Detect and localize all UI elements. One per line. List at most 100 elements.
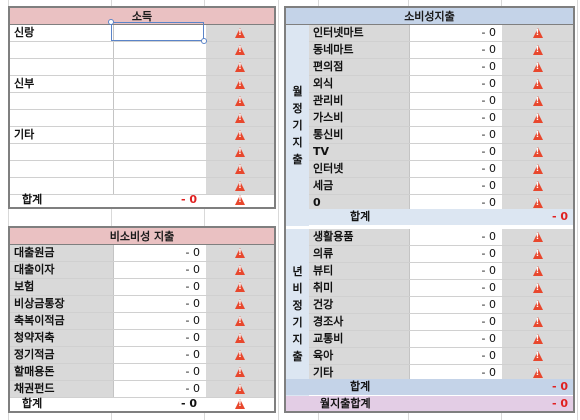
income-row [10,93,274,110]
yearly-irregular-warning-cell [502,314,573,330]
monthly-fixed-rows: 인터넷마트- 0동네마트- 0편의점- 0외식- 0관리비- 0가스비- 0통신… [309,25,573,212]
warning-icon [532,113,543,123]
yearly-irregular-value-cell[interactable]: - 0 [481,298,496,311]
income-label [10,144,113,160]
income-total-value[interactable]: - 0 [180,193,197,206]
monthly-fixed-value-cell[interactable]: - 0 [481,94,496,107]
cell-divider [113,313,114,329]
nonconsumption-warning-cell [206,279,274,295]
nonconsumption-value-cell[interactable]: - 0 [185,348,200,361]
monthly-fixed-value-cell[interactable]: - 0 [481,26,496,39]
cell-divider [113,93,114,109]
nonconsumption-value-cell[interactable]: - 0 [185,314,200,327]
monthly-fixed-label: 동네마트 [309,42,409,58]
monthly-fixed-row: 통신비 - 0 [309,127,573,144]
nonconsumption-value-cell[interactable]: - 0 [185,365,200,378]
income-row: 신부 [10,76,274,93]
cell-divider [409,144,410,160]
nonconsumption-value-cell[interactable]: - 0 [185,246,200,259]
yearly-irregular-value-cell[interactable]: - 0 [481,230,496,243]
nonconsumption-warning-cell [206,347,274,363]
side-char: 기 [292,316,303,329]
selected-cell[interactable] [111,22,204,41]
income-value-cell[interactable] [113,127,206,143]
monthly-fixed-total-row: 합계 - 0 [286,209,573,225]
yearly-irregular-row: 경조사 - 0 [309,314,573,331]
monthly-fixed-value-cell[interactable]: - 0 [481,179,496,192]
monthly-fixed-warning-cell [502,42,573,58]
yearly-irregular-value-cell[interactable]: - 0 [481,264,496,277]
monthly-fixed-value-cell[interactable]: - 0 [481,60,496,73]
monthly-fixed-value-cell[interactable]: - 0 [481,111,496,124]
warning-icon [235,28,245,38]
nonconsumption-value-cell[interactable]: - 0 [185,263,200,276]
warning-icon [235,79,245,89]
monthly-fixed-total-value[interactable]: - 0 [551,210,568,223]
yearly-irregular-value-cell[interactable]: - 0 [481,281,496,294]
nonconsumption-label: 축복이적금 [10,313,113,329]
income-value-cell[interactable] [113,59,206,75]
selection-handle[interactable] [201,38,207,44]
monthly-fixed-value-cell[interactable]: - 0 [481,43,496,56]
income-value-cell[interactable] [113,144,206,160]
income-value-cell[interactable] [113,93,206,109]
income-label [10,110,113,126]
cell-divider [113,279,114,295]
monthly-fixed-value-cell[interactable]: - 0 [481,145,496,158]
nonconsumption-label: 청약저축 [10,330,113,346]
monthly-fixed-value-cell[interactable]: - 0 [481,77,496,90]
cell-divider [409,93,410,109]
nonconsumption-value-cell[interactable]: - 0 [185,382,200,395]
nonconsumption-row: 채권펀드 - 0 [10,381,274,398]
yearly-irregular-value-cell[interactable]: - 0 [481,315,496,328]
yearly-irregular-warning-cell [502,280,573,296]
warning-icon [532,164,543,174]
nonconsumption-value-cell[interactable]: - 0 [185,280,200,293]
warning-icon [235,316,245,326]
yearly-irregular-warning-cell [502,246,573,262]
income-row: 기타 [10,127,274,144]
yearly-irregular-total-value[interactable]: - 0 [551,380,568,393]
nonconsumption-warning-cell [206,313,274,329]
monthly-fixed-row: 편의점 - 0 [309,59,573,76]
monthly-fixed-label: 인터넷 [309,161,409,177]
monthly-fixed-warning-cell [502,93,573,109]
warning-icon [235,164,245,174]
nonconsumption-warning-cell [206,364,274,380]
monthly-fixed-value-cell[interactable]: - 0 [481,162,496,175]
income-value-cell[interactable] [113,110,206,126]
side-char: 지 [292,333,303,346]
warning-icon [532,283,543,293]
cell-divider [113,59,114,75]
cell-divider [113,25,114,41]
warning-icon [235,350,245,360]
income-value-cell[interactable] [113,76,206,92]
nonconsumption-total-value[interactable]: - 0 [180,397,197,410]
nonconsumption-label: 할매용돈 [10,364,113,380]
yearly-irregular-value-cell[interactable]: - 0 [481,366,496,379]
yearly-irregular-value-cell[interactable]: - 0 [481,332,496,345]
warning-icon [235,399,245,409]
monthly-fixed-warning-cell [502,161,573,177]
monthly-fixed-label: 통신비 [309,127,409,143]
monthly-fixed-value-cell[interactable]: - 0 [481,128,496,141]
selection-handle[interactable] [108,19,114,25]
warning-icon [532,266,543,276]
income-value-cell[interactable] [113,42,206,58]
yearly-irregular-value-cell[interactable]: - 0 [481,349,496,362]
yearly-irregular-value-cell[interactable]: - 0 [481,247,496,260]
monthly-fixed-value-cell[interactable]: - 0 [481,196,496,209]
warning-icon [235,248,245,258]
nonconsumption-value-cell[interactable]: - 0 [185,331,200,344]
monthly-expense-total-value[interactable]: - 0 [551,397,568,410]
side-char: 출 [292,153,303,166]
warning-icon [235,113,245,123]
warning-icon [235,333,245,343]
nonconsumption-value-cell[interactable]: - 0 [185,297,200,310]
cell-divider [409,42,410,58]
monthly-fixed-warning-cell [502,110,573,126]
income-value-cell[interactable] [113,161,206,177]
grid-line [111,0,112,420]
yearly-irregular-warning-cell [502,348,573,364]
nonconsumption-row: 정기적금 - 0 [10,347,274,364]
